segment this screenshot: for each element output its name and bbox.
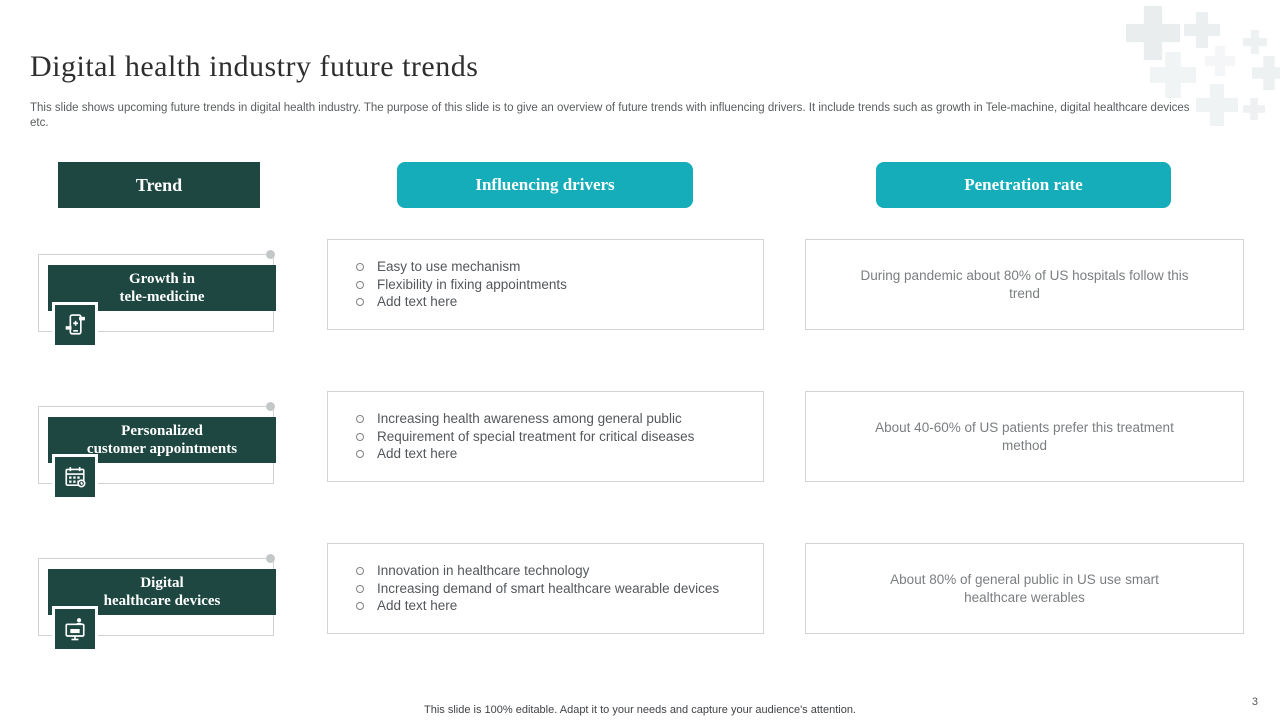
trend-label-line2: healthcare devices	[103, 593, 221, 609]
driver-item: Increasing health awareness among genera…	[356, 410, 763, 428]
plus-icon	[1184, 12, 1220, 48]
drivers-list: Innovation in healthcare technology Incr…	[356, 562, 763, 615]
column-header-drivers-label: Influencing drivers	[475, 175, 615, 194]
drivers-box: Easy to use mechanism Flexibility in fix…	[327, 239, 764, 330]
driver-item: Innovation in healthcare technology	[356, 562, 763, 580]
driver-item: Add text here	[356, 293, 763, 311]
drivers-box: Innovation in healthcare technology Incr…	[327, 543, 764, 634]
driver-item: Requirement of special treatment for cri…	[356, 428, 763, 446]
drivers-list: Increasing health awareness among genera…	[356, 410, 763, 463]
column-header-trend: Trend	[58, 162, 260, 208]
slide-description: This slide shows upcoming future trends …	[30, 101, 1190, 129]
drivers-list: Easy to use mechanism Flexibility in fix…	[356, 258, 763, 311]
penetration-box: About 80% of general public in US use sm…	[805, 543, 1244, 634]
penetration-box: During pandemic about 80% of US hospital…	[805, 239, 1244, 330]
penetration-text: About 80% of general public in US use sm…	[890, 571, 1159, 605]
penetration-text: During pandemic about 80% of US hospital…	[860, 267, 1189, 301]
trend-label-line2: tele-medicine	[119, 289, 205, 305]
column-header-penetration-label: Penetration rate	[964, 175, 1083, 194]
connector-dot	[266, 250, 275, 259]
plus-icon	[1243, 98, 1265, 120]
calendar-appointment-icon	[52, 454, 98, 500]
footer-note: This slide is 100% editable. Adapt it to…	[424, 704, 856, 716]
column-header-influencing-drivers: Influencing drivers	[397, 162, 693, 208]
trend-label-box: Growth in tele-medicine	[48, 265, 276, 311]
telemedicine-phone-icon	[52, 302, 98, 348]
plus-icon	[1126, 6, 1180, 60]
digital-device-monitor-icon	[52, 606, 98, 652]
driver-item: Flexibility in fixing appointments	[356, 276, 763, 294]
page-number: 3	[1251, 696, 1258, 708]
trend-label-line2: customer appointments	[86, 441, 238, 457]
penetration-box: About 40-60% of US patients prefer this …	[805, 391, 1244, 482]
trend-label-line1: Digital	[140, 575, 184, 591]
driver-item: Add text here	[356, 597, 763, 615]
column-header-penetration-rate: Penetration rate	[876, 162, 1171, 208]
column-header-trend-label: Trend	[135, 174, 183, 195]
driver-item: Add text here	[356, 445, 763, 463]
trend-label-line1: Personalized	[121, 423, 203, 439]
plus-icon	[1205, 46, 1235, 76]
penetration-text: About 40-60% of US patients prefer this …	[875, 419, 1174, 453]
drivers-box: Increasing health awareness among genera…	[327, 391, 764, 482]
driver-item: Easy to use mechanism	[356, 258, 763, 276]
driver-item: Increasing demand of smart healthcare we…	[356, 580, 763, 598]
trend-label-line1: Growth in	[129, 271, 195, 287]
plus-icon	[1243, 30, 1267, 54]
plus-icon	[1252, 56, 1280, 90]
connector-dot	[266, 554, 275, 563]
page-title: Digital health industry future trends	[30, 50, 479, 84]
connector-dot	[266, 402, 275, 411]
